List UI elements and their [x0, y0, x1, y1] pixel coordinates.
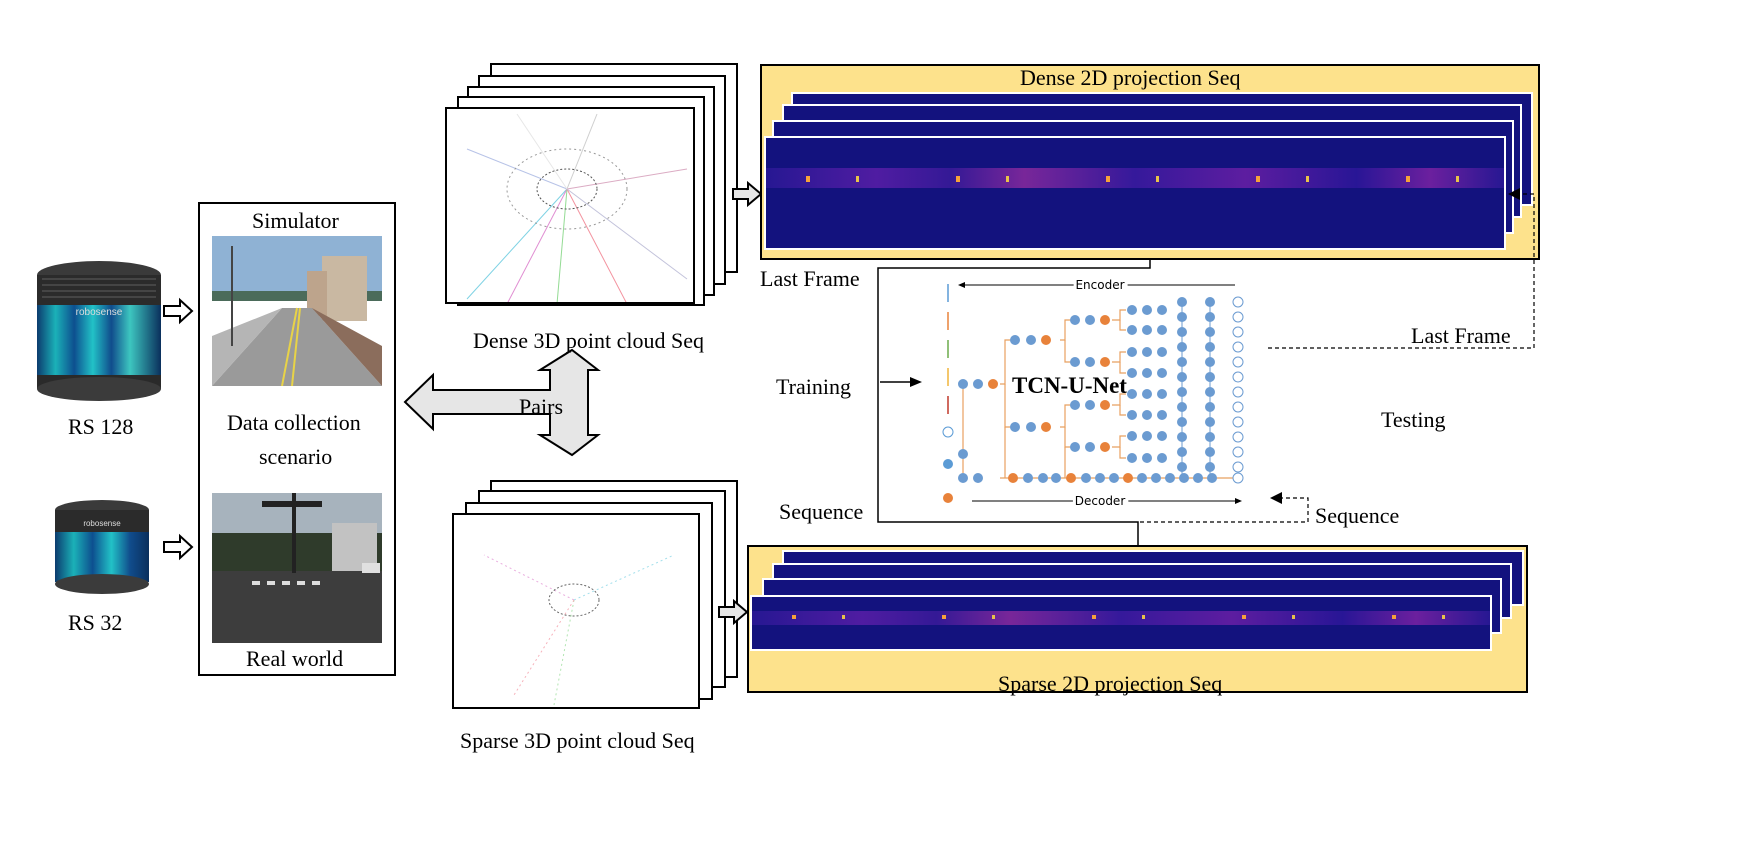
data-collection-label-line2: scenario — [259, 444, 333, 469]
arrow-right-icon — [910, 377, 922, 387]
rs32-label: RS 32 — [68, 610, 123, 635]
dense-pc-frame-front — [445, 107, 695, 304]
sensor-arrows — [163, 297, 194, 561]
sparse-to-projection-arrow — [718, 598, 749, 626]
sequence-right-label: Sequence — [1315, 503, 1400, 528]
arrow-right-icon — [163, 533, 194, 561]
testing-label: Testing — [1381, 407, 1446, 432]
dense-2d-label: Dense 2D projection Seq — [1020, 65, 1241, 90]
pairs-label: Pairs — [519, 394, 563, 419]
simulator-image — [212, 236, 382, 386]
svg-text:robosense: robosense — [83, 519, 121, 528]
rs128-lidar-image: robosense — [34, 255, 164, 405]
rs128-label: RS 128 — [68, 414, 134, 439]
unet-nodes — [958, 296, 1244, 484]
svg-text:Encoder: Encoder — [1075, 278, 1124, 292]
dense-to-projection-arrow — [732, 180, 763, 208]
dense-3d-label: Dense 3D point cloud Seq — [473, 328, 704, 353]
last-frame-left-label: Last Frame — [760, 266, 860, 291]
last-frame-right-label: Last Frame — [1411, 323, 1511, 348]
rs32-lidar-image: robosense — [52, 496, 152, 598]
sequence-left-label: Sequence — [779, 499, 864, 524]
arrow-left-icon — [1508, 188, 1520, 200]
arrow-right-icon — [163, 297, 194, 325]
arrow-right-icon — [732, 180, 763, 208]
arrow-right-icon — [718, 598, 749, 626]
real-world-image — [212, 493, 382, 643]
sparse-3d-label: Sparse 3D point cloud Seq — [460, 728, 695, 753]
sparse-proj-frame-front — [750, 595, 1492, 651]
real-world-label: Real world — [246, 646, 344, 671]
sparse-pc-frame-front — [452, 513, 700, 709]
data-collection-label-line1: Data collection — [227, 410, 361, 435]
tcn-unet-diagram: Encoder Decoder — [942, 275, 1244, 511]
pairs-arrow — [403, 348, 601, 457]
arrow-left-icon — [1270, 492, 1282, 504]
dense-proj-frame-front — [764, 136, 1506, 250]
simulator-label: Simulator — [252, 208, 339, 233]
svg-text:Decoder: Decoder — [1075, 494, 1126, 508]
sparse-2d-label: Sparse 2D projection Seq — [998, 671, 1223, 696]
training-label: Training — [776, 374, 851, 399]
tcn-unet-label: TCN-U-Net — [1012, 373, 1127, 398]
svg-text:robosense: robosense — [76, 307, 123, 318]
